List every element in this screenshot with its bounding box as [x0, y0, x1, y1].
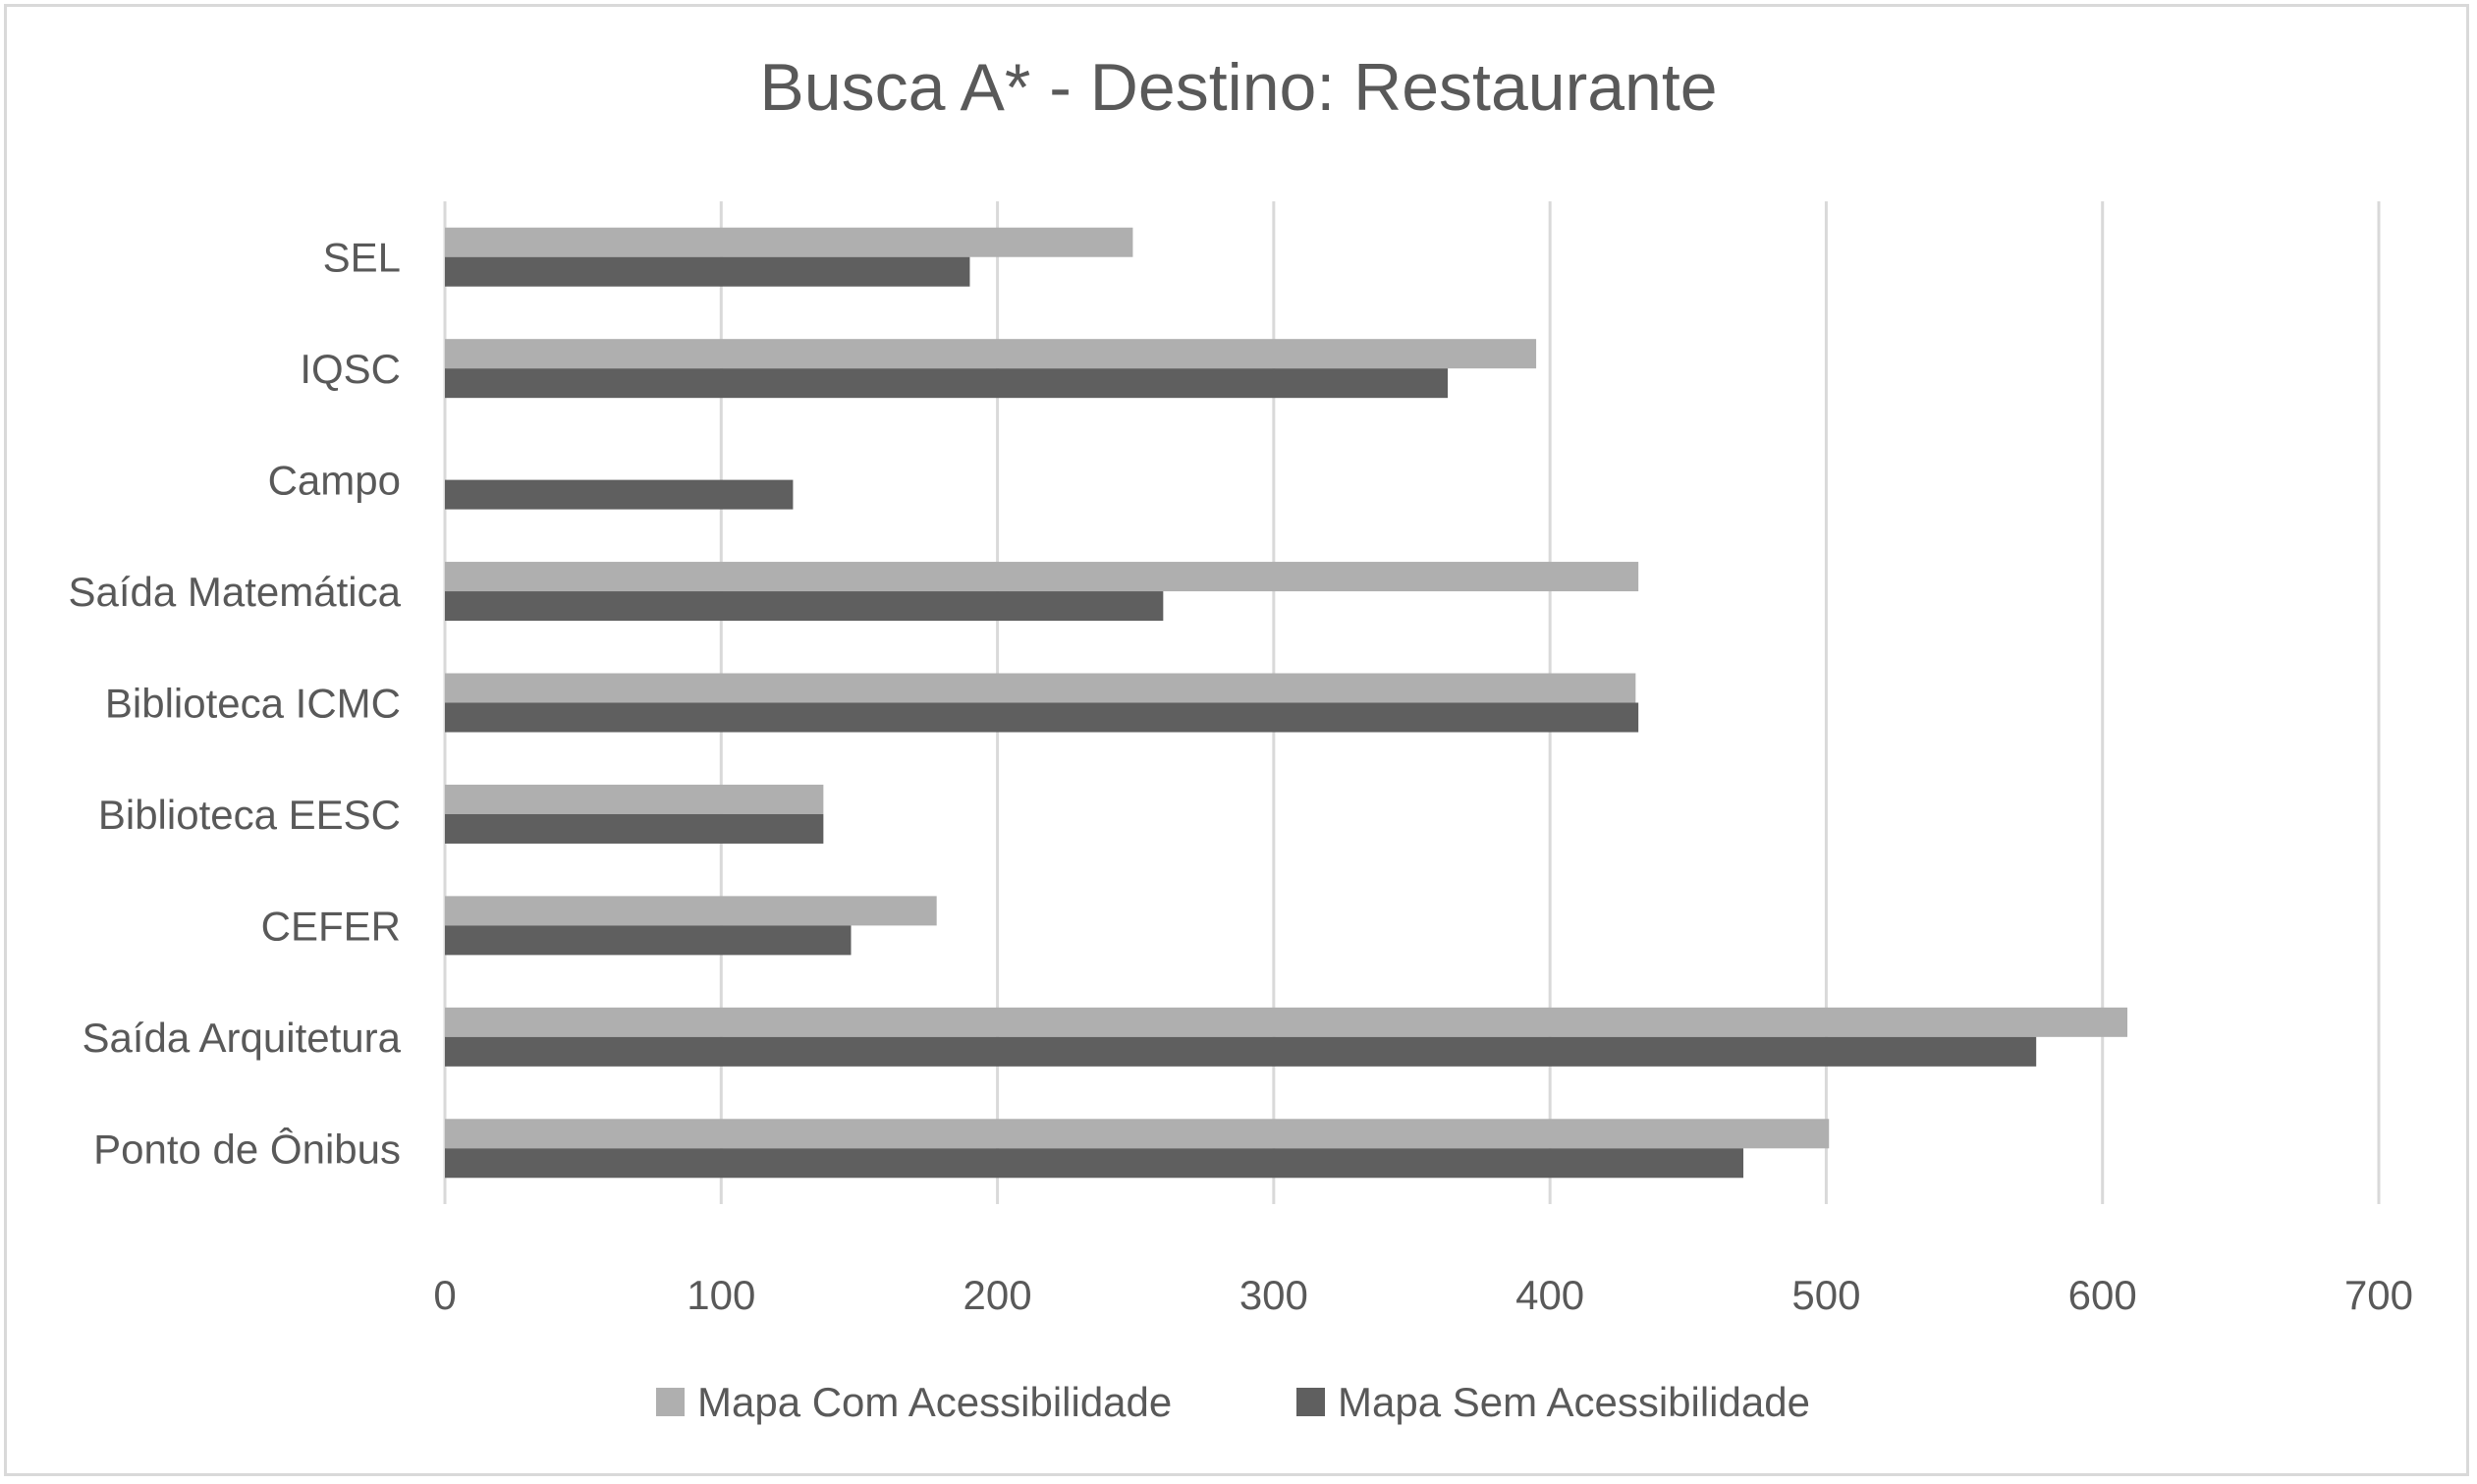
x-tick-label: 100: [687, 1272, 755, 1318]
category-label: Campo: [268, 458, 401, 504]
x-tick-label: 300: [1239, 1272, 1308, 1318]
legend-label: Mapa Com Acessibilidade: [697, 1379, 1172, 1425]
bar-com: [445, 339, 1537, 369]
bar-sem: [445, 479, 794, 510]
bar-com: [445, 673, 1636, 703]
bar-sem: [445, 368, 1449, 399]
legend-swatch: [656, 1388, 685, 1416]
bar-sem: [445, 702, 1639, 733]
category-label: Saída Matemática: [68, 569, 401, 615]
bar-com: [445, 1007, 2128, 1037]
bar-com: [445, 896, 937, 926]
x-tick-labels: 0 100 200 300 400 500 600 700: [433, 1272, 2413, 1318]
bar-com: [445, 227, 1133, 257]
legend-swatch: [1296, 1388, 1325, 1416]
category-label: CEFER: [261, 903, 401, 949]
bar-com: [445, 784, 824, 814]
x-tick-label: 200: [963, 1272, 1032, 1318]
x-tick-label: 500: [1791, 1272, 1860, 1318]
x-tick-label: 700: [2344, 1272, 2413, 1318]
x-tick-label: 600: [2068, 1272, 2137, 1318]
category-label: IQSC: [300, 346, 401, 392]
x-tick-label: 0: [433, 1272, 456, 1318]
bar-sem: [445, 813, 824, 844]
chart-frame: [4, 4, 2469, 1476]
legend: Mapa Com Acessibilidade Mapa Sem Acessibi…: [656, 1379, 1810, 1425]
category-label: SEL: [323, 235, 401, 281]
bar-com: [445, 1119, 1830, 1149]
bars: [445, 227, 2128, 1179]
bar-sem: [445, 1148, 1744, 1179]
bar-sem: [445, 925, 852, 956]
bar-sem: [445, 1036, 2037, 1067]
bar-sem: [445, 256, 970, 287]
category-label: Biblioteca EESC: [98, 792, 401, 838]
x-tick-label: 400: [1515, 1272, 1584, 1318]
category-label: Saída Arquitetura: [82, 1015, 401, 1061]
category-label: Ponto de Ônibus: [93, 1126, 401, 1172]
bar-sem: [445, 591, 1164, 622]
chart-title: Busca A* - Destino: Restaurante: [759, 50, 1717, 125]
legend-label: Mapa Sem Acessibilidade: [1338, 1379, 1810, 1425]
bar-com: [445, 562, 1639, 592]
category-labels: Ponto de Ônibus Saída Arquitetura CEFER Bib…: [68, 235, 401, 1173]
category-label: Biblioteca ICMC: [105, 681, 401, 727]
